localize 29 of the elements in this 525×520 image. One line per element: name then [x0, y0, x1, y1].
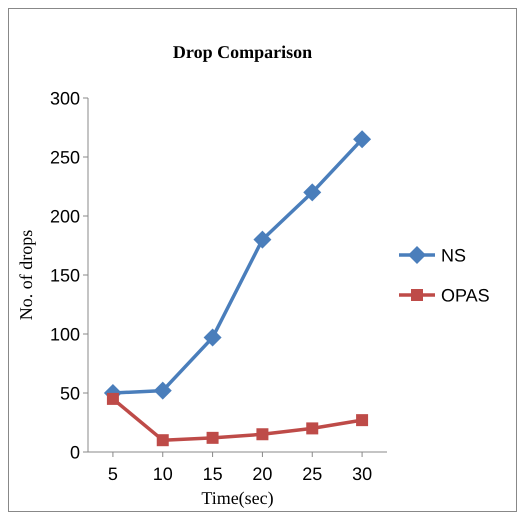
point: [154, 382, 172, 400]
x-tick-label: 20: [252, 464, 272, 484]
y-tick-label: 200: [50, 206, 80, 226]
x-axis-title: Time(sec): [201, 488, 274, 508]
y-tick-label: 50: [60, 383, 80, 404]
point: [356, 414, 368, 426]
x-tick-label: 25: [302, 464, 322, 484]
y-tick-label: 250: [50, 147, 80, 168]
point: [206, 432, 219, 444]
point: [106, 392, 119, 405]
y-tick-label: 150: [50, 265, 80, 286]
legend-label: OPAS: [441, 285, 490, 306]
point: [253, 230, 272, 249]
point: [353, 130, 372, 148]
point: [156, 434, 169, 446]
x-tick-label: 5: [108, 464, 118, 484]
x-tick-label: 30: [352, 464, 372, 484]
point: [204, 328, 222, 347]
y-axis-title: No. of drops: [16, 230, 36, 320]
y-tick-label: 0: [70, 442, 80, 462]
point: [306, 422, 318, 434]
legend-label: NS: [441, 245, 466, 266]
y-tick-label: 100: [50, 324, 80, 344]
point: [256, 428, 268, 440]
point: [303, 183, 322, 202]
x-tick-label: 10: [152, 464, 173, 484]
y-tick-label: 300: [50, 88, 80, 108]
x-tick-label: 15: [202, 464, 223, 484]
chart-title: Drop Comparison: [172, 42, 312, 62]
